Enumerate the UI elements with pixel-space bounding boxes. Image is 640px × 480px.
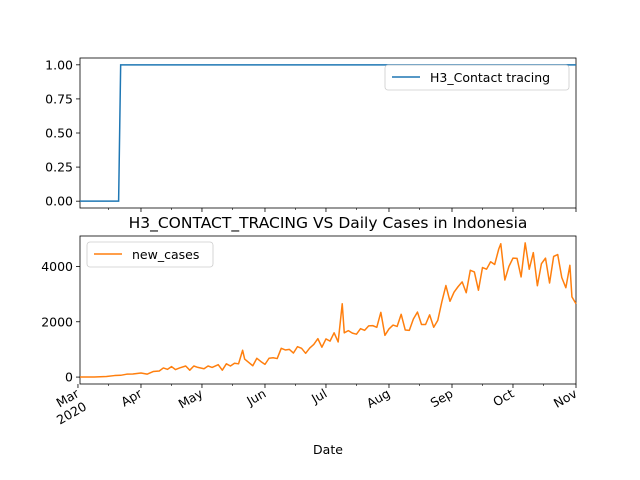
x-tick-label-group: Oct	[490, 386, 516, 410]
x-tick-label-group: Sep	[428, 386, 456, 411]
bottom-plot-frame	[79, 235, 577, 385]
bottom-y-axis: 0 2000 4000	[41, 259, 80, 385]
series-line-new-cases	[79, 242, 577, 378]
top-x-axis	[108, 208, 577, 212]
x-axis-label: Date	[313, 442, 343, 457]
bottom-y-tick-label: 4000	[41, 259, 73, 274]
x-tick-label: Nov	[551, 385, 580, 410]
top-y-tick-label: 0.25	[45, 160, 73, 175]
bottom-y-tick-label: 0	[65, 370, 73, 385]
x-tick-label: Jun	[243, 386, 268, 409]
x-tick-label-group: Apr	[118, 385, 145, 409]
top-y-axis: 0.00 0.25 0.50 0.75 1.00	[45, 57, 80, 209]
legend-box	[384, 64, 570, 91]
bottom-y-tick-label: 2000	[41, 314, 73, 329]
top-y-tick-label: 0.75	[45, 91, 73, 106]
top-subplot: 0.00 0.25 0.50 0.75 1.00 H3_Contact tracing	[45, 57, 577, 212]
legend-label: H3_Contact tracing	[430, 70, 550, 85]
top-y-tick-label: 0.00	[45, 194, 73, 209]
legend-label: new_cases	[132, 247, 199, 262]
x-tick-label: Oct	[490, 386, 516, 410]
x-tick-label: Sep	[428, 386, 456, 411]
x-tick-label-group: May	[176, 385, 206, 411]
x-tick-label: Aug	[364, 386, 393, 411]
x-tick-label-group: Aug	[364, 386, 393, 411]
x-tick-label: Apr	[118, 385, 145, 409]
x-tick-label-group: Nov	[551, 385, 580, 410]
bottom-legend: new_cases	[86, 241, 214, 268]
x-tick-label: May	[176, 385, 206, 411]
x-tick-label-group: Jun	[243, 386, 268, 409]
top-series-lines	[80, 64, 576, 202]
x-tick-label-group: Jul	[308, 386, 329, 407]
x-tick-label: Jul	[308, 386, 329, 407]
top-y-tick-label: 0.50	[45, 126, 73, 141]
top-y-tick-label: 1.00	[45, 57, 73, 72]
legend-box	[86, 241, 214, 268]
chart-title: H3_CONTACT_TRACING VS Daily Cases in Ind…	[129, 214, 528, 233]
top-legend: H3_Contact tracing	[384, 64, 570, 91]
bottom-series-lines	[79, 242, 577, 378]
series-line-h3-contact-tracing	[80, 64, 576, 202]
